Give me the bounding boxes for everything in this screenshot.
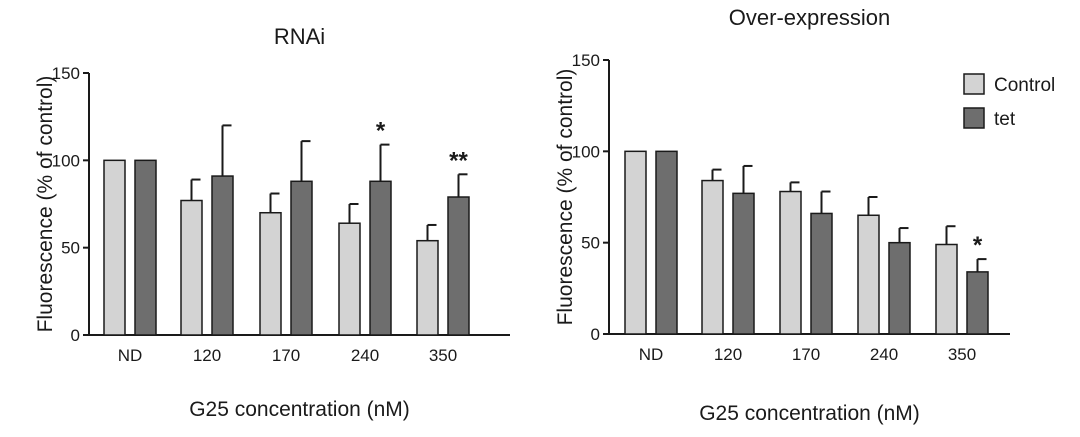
legend-label-tet: tet bbox=[994, 109, 1016, 130]
legend-label-control: Control bbox=[994, 75, 1055, 96]
y-tick-label: 150 bbox=[572, 51, 600, 70]
y-tick-label: 0 bbox=[591, 325, 600, 344]
chart-title: RNAi bbox=[274, 24, 325, 49]
x-tick-label: 120 bbox=[193, 346, 221, 365]
bar-control-nd bbox=[624, 150, 647, 335]
y-tick-label: 50 bbox=[61, 239, 80, 258]
x-tick-label: 120 bbox=[714, 345, 742, 364]
y-axis-label: Fluorescence (% of control) bbox=[34, 76, 57, 333]
bar-tet-240 bbox=[888, 241, 911, 335]
bar-tet-120 bbox=[732, 192, 755, 335]
bar-tet-120 bbox=[211, 175, 234, 336]
y-axis-label: Fluorescence (% of control) bbox=[554, 69, 577, 326]
bar-control-120 bbox=[180, 199, 203, 336]
bar-control-120 bbox=[701, 179, 724, 335]
chart-title: Over-expression bbox=[729, 5, 890, 30]
x-tick-label: 350 bbox=[948, 345, 976, 364]
x-tick-label: 170 bbox=[792, 345, 820, 364]
bar-tet-170 bbox=[810, 212, 833, 335]
x-tick-label: 170 bbox=[272, 346, 300, 365]
bar-control-240 bbox=[338, 222, 361, 336]
y-tick-label: 50 bbox=[581, 234, 600, 253]
x-tick-label: ND bbox=[639, 345, 664, 364]
x-tick-label: 240 bbox=[870, 345, 898, 364]
bar-control-170 bbox=[259, 211, 282, 336]
bar-tet-240 bbox=[369, 180, 392, 336]
x-axis-label: G25 concentration (nM) bbox=[699, 402, 920, 425]
bar-control-350 bbox=[935, 243, 958, 335]
y-tick-label: 100 bbox=[572, 142, 600, 161]
significance-marker: * bbox=[973, 232, 983, 259]
significance-marker: ** bbox=[449, 147, 468, 174]
bar-tet-350 bbox=[447, 196, 470, 336]
bar-control-240 bbox=[857, 214, 880, 335]
x-tick-label: ND bbox=[118, 346, 143, 365]
x-tick-label: 240 bbox=[351, 346, 379, 365]
y-tick-label: 150 bbox=[52, 64, 80, 83]
significance-marker: * bbox=[376, 118, 386, 145]
bar-control-170 bbox=[779, 190, 802, 335]
bar-tet-nd bbox=[134, 159, 157, 336]
bar-control-nd bbox=[103, 159, 126, 336]
bar-control-350 bbox=[416, 239, 439, 336]
bar-tet-170 bbox=[290, 180, 313, 336]
x-tick-label: 350 bbox=[429, 346, 457, 365]
y-tick-label: 100 bbox=[52, 151, 80, 170]
x-axis-label: G25 concentration (nM) bbox=[189, 398, 410, 421]
y-tick-label: 0 bbox=[71, 326, 80, 345]
legend-swatch-control bbox=[963, 73, 985, 95]
bar-tet-350 bbox=[966, 271, 989, 335]
bar-tet-nd bbox=[655, 150, 678, 335]
legend-swatch-tet bbox=[963, 107, 985, 129]
